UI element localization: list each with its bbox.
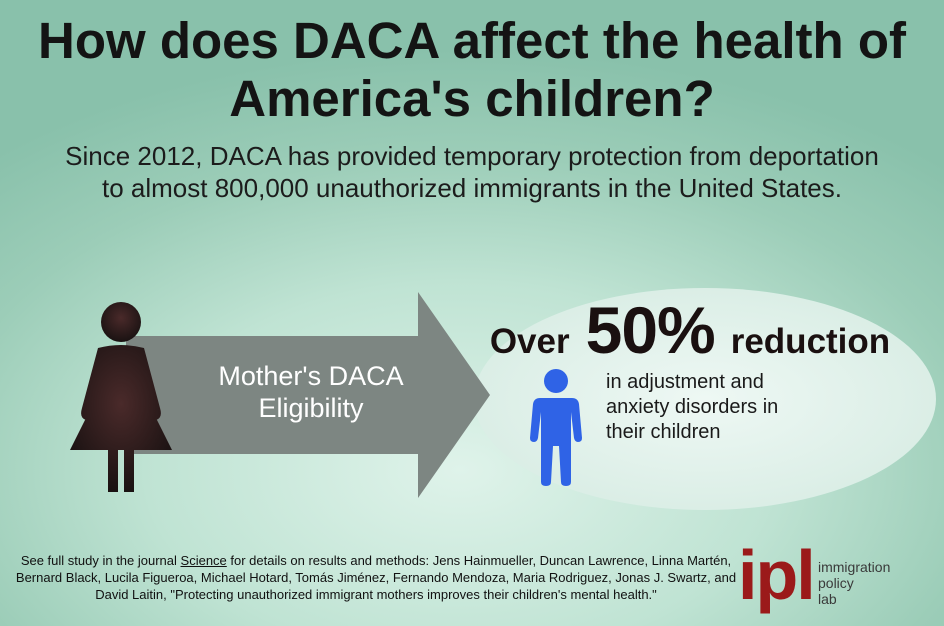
arrow-icon [126, 292, 490, 498]
logo-line-2: policy [818, 575, 854, 591]
logo-line-1: immigration [818, 559, 891, 575]
child-icon [530, 369, 582, 486]
stat-description: in adjustment and anxiety disorders in t… [606, 371, 779, 443]
arrow-label-line2: Eligibility [258, 393, 364, 423]
stat-suffix: reduction [730, 322, 891, 361]
stat-value: 50% [585, 293, 716, 367]
study-citation: See full study in the journal Science fo… [14, 552, 738, 603]
stat-prefix: Over [489, 322, 570, 361]
logo-line-3: lab [818, 591, 837, 607]
arrow-label: Mother's DACA Eligibility [176, 360, 446, 424]
page-title: How does DACA affect the health of Ameri… [38, 12, 906, 127]
ipl-logo-mark: ipl [738, 536, 816, 614]
woman-icon [70, 302, 172, 492]
arrow-label-line1: Mother's DACA [218, 361, 404, 391]
journal-name: Science [180, 553, 227, 568]
subtitle: Since 2012, DACA has provided temporary … [65, 141, 879, 203]
citation-intro: See full study in the journal [20, 553, 181, 568]
stat-headline: Over 50% reduction [480, 292, 900, 367]
ipl-logo-text: immigration policy lab [818, 559, 890, 607]
citation-details: for details on results and methods: Jens… [15, 553, 737, 602]
